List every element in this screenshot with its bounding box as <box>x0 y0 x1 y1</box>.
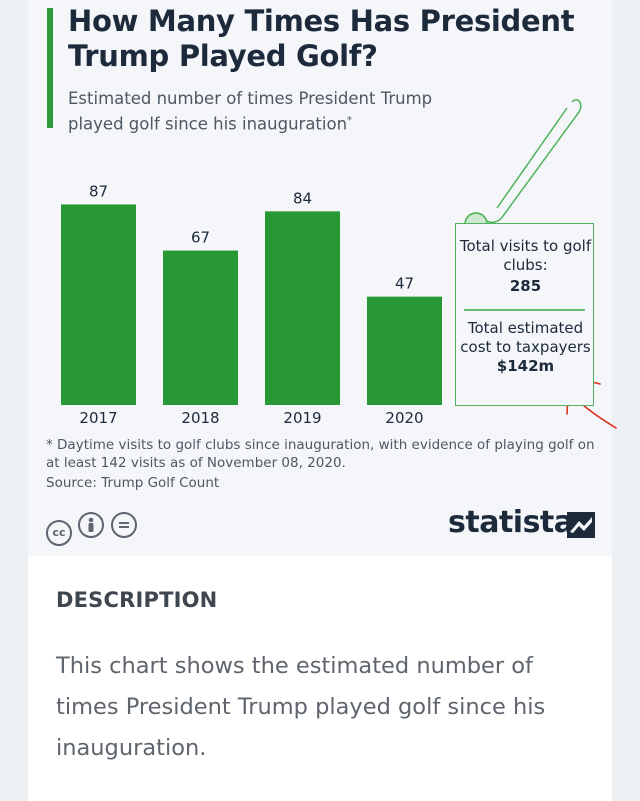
x-tick-label-2019: 2019 <box>283 409 321 427</box>
chart-subtitle: Estimated number of times President Trum… <box>68 88 488 136</box>
bar-value-label-2018: 67 <box>191 229 210 247</box>
equals-glyph <box>118 522 129 528</box>
description-heading: DESCRIPTION <box>56 588 218 612</box>
bar-2019 <box>265 211 340 405</box>
bars-layer: 87 2017 67 2018 84 2019 47 2020 <box>61 182 442 427</box>
chart-title: How Many Times Has President Trump Playe… <box>68 4 575 73</box>
bar-2017 <box>61 204 136 405</box>
total-cost-value: $142m <box>496 357 555 375</box>
bar-2018 <box>163 250 238 405</box>
subtitle-text: Estimated number of times President Trum… <box>68 89 433 134</box>
total-cost: Total estimated cost to taxpayers $142m <box>456 319 595 376</box>
statista-wordmark[interactable]: statista <box>448 505 574 540</box>
total-visits-label: Total visits to golf clubs: <box>459 237 592 274</box>
description-card <box>28 556 612 801</box>
cc-icon[interactable]: cc <box>46 520 72 546</box>
by-person-icon[interactable] <box>78 512 105 538</box>
total-cost-label: Total estimated cost to taxpayers <box>460 319 591 356</box>
bar-value-label-2019: 84 <box>293 189 312 207</box>
x-tick-label-2018: 2018 <box>181 409 219 427</box>
person-glyph <box>88 517 94 532</box>
total-visits: Total visits to golf clubs: 285 <box>456 237 595 296</box>
bar-value-label-2020: 47 <box>395 275 414 293</box>
statista-logo-icon[interactable] <box>567 512 595 538</box>
footnote: * Daytime visits to golf clubs since ina… <box>46 437 595 471</box>
license-icons: cc <box>46 512 139 546</box>
x-tick-label-2017: 2017 <box>79 409 117 427</box>
golf-club-icon <box>464 99 582 236</box>
subtitle-footnote-marker: * <box>347 115 353 126</box>
bar-2020 <box>367 296 442 405</box>
summary-divider <box>464 309 585 311</box>
x-tick-label-2020: 2020 <box>385 409 423 427</box>
nd-equals-icon[interactable] <box>110 512 137 538</box>
bar-value-label-2017: 87 <box>89 182 108 200</box>
description-text: This chart shows the estimated number of… <box>56 653 546 761</box>
source-line: Source: Trump Golf Count <box>46 475 220 491</box>
total-visits-value: 285 <box>509 277 542 295</box>
title-accent-bar <box>47 8 53 128</box>
summary-box: Total visits to golf clubs: 285 Total es… <box>455 223 594 406</box>
